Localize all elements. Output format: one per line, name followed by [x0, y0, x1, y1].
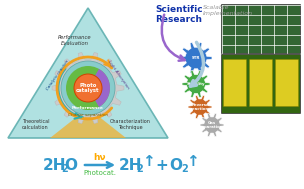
Circle shape — [66, 66, 110, 110]
Polygon shape — [50, 108, 126, 138]
FancyBboxPatch shape — [222, 5, 300, 53]
Text: Gas
separation: Gas separation — [200, 121, 224, 129]
Text: Light Absorption: Light Absorption — [107, 60, 130, 90]
Text: ↑: ↑ — [142, 153, 154, 169]
FancyBboxPatch shape — [222, 54, 300, 114]
Text: Photocat.: Photocat. — [84, 170, 116, 176]
Text: Catalytic reaction: Catalytic reaction — [46, 59, 70, 91]
Text: STR: STR — [192, 56, 200, 60]
Text: 2: 2 — [62, 164, 68, 174]
Text: 2H: 2H — [43, 157, 67, 173]
Polygon shape — [52, 53, 124, 123]
Wedge shape — [88, 69, 110, 107]
Polygon shape — [200, 113, 224, 137]
Text: +: + — [156, 157, 168, 173]
Text: Performance: Performance — [72, 106, 104, 110]
Text: Theoretical
calculation: Theoretical calculation — [22, 119, 50, 130]
Polygon shape — [8, 8, 168, 138]
Text: O: O — [170, 157, 182, 173]
Text: Charge separation: Charge separation — [68, 113, 108, 117]
Text: hν: hν — [94, 153, 106, 161]
Text: Stability: Stability — [187, 82, 205, 86]
Text: Photo
catalyst: Photo catalyst — [76, 83, 100, 93]
Polygon shape — [182, 70, 210, 98]
Polygon shape — [180, 43, 212, 74]
Text: 2: 2 — [136, 164, 143, 174]
Text: Reverse
reaction: Reverse reaction — [191, 103, 209, 111]
Text: 2: 2 — [181, 164, 188, 174]
FancyBboxPatch shape — [250, 60, 272, 106]
Text: Scientific
Research: Scientific Research — [155, 5, 203, 24]
Text: 2H: 2H — [118, 157, 142, 173]
Text: Characterization
Technique: Characterization Technique — [109, 119, 150, 130]
Polygon shape — [188, 95, 212, 119]
Text: O: O — [64, 157, 78, 173]
Circle shape — [74, 74, 102, 102]
Text: Scalable
Implementation: Scalable Implementation — [203, 5, 253, 16]
Text: ↑: ↑ — [186, 153, 199, 169]
Text: Performance
Evaluation: Performance Evaluation — [58, 35, 92, 46]
FancyBboxPatch shape — [275, 60, 299, 106]
Circle shape — [61, 61, 115, 115]
FancyBboxPatch shape — [223, 60, 247, 106]
